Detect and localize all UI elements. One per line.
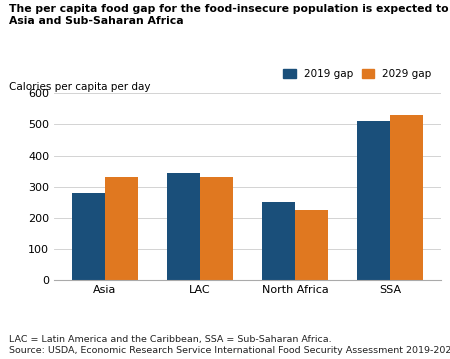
Legend: 2019 gap, 2029 gap: 2019 gap, 2029 gap [279,65,436,84]
Bar [72,193,105,280]
Text: LAC = Latin America and the Caribbean, SSA = Sub-Saharan Africa.
Source: USDA, E: LAC = Latin America and the Caribbean, S… [9,335,450,355]
Bar [200,177,233,280]
Bar [105,177,138,280]
Bar [357,121,390,280]
Bar [166,173,200,280]
Bar [295,210,328,280]
Bar [262,202,295,280]
Text: Calories per capita per day: Calories per capita per day [9,81,150,92]
Bar [390,115,423,280]
Text: The per capita food gap for the food-insecure population is expected to increase: The per capita food gap for the food-ins… [9,4,450,26]
